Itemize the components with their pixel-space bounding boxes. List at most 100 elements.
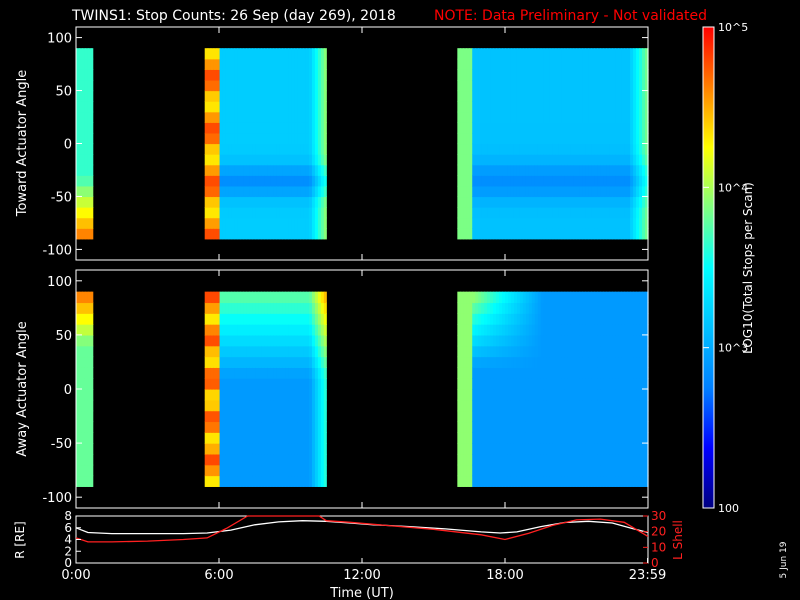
heatmap-cell [603, 345, 607, 358]
heatmap-cell [496, 443, 500, 455]
heatmap-cell [579, 475, 584, 487]
heatmap-cell [555, 69, 560, 81]
heatmap-cell [255, 48, 259, 60]
heatmap-cell [207, 101, 212, 113]
heatmap-cell [267, 58, 271, 70]
heatmap-cell [314, 421, 319, 433]
heatmap-cell [502, 464, 506, 477]
heatmap-cell [463, 228, 467, 240]
heatmap-cell [507, 90, 512, 102]
heatmap-cell [513, 90, 518, 102]
heatmap-cell [490, 175, 494, 187]
heatmap-cell [618, 207, 622, 219]
heatmap-cell [219, 185, 224, 198]
heatmap-cell [285, 196, 289, 208]
heatmap-cell [531, 464, 536, 477]
heatmap-cell [490, 453, 494, 466]
heatmap-cell [576, 475, 581, 487]
heatmap-cell [564, 410, 569, 423]
heatmap-cell [499, 101, 503, 113]
heatmap-cell [210, 217, 215, 229]
heatmap-cell [558, 196, 563, 208]
heatmap-cell [234, 196, 239, 208]
heatmap-cell [246, 367, 250, 379]
heatmap-cell [609, 378, 613, 390]
heatmap-cell [204, 185, 209, 198]
heatmap-cell [591, 101, 595, 113]
heatmap-cell [534, 164, 539, 176]
heatmap-cell [308, 164, 313, 176]
heatmap-cell [633, 154, 637, 166]
heatmap-cell [609, 410, 613, 423]
heatmap-cell [528, 90, 533, 102]
heatmap-cell [618, 378, 622, 390]
heatmap-cell [246, 185, 250, 198]
heatmap-cell [246, 207, 250, 219]
heatmap-cell [645, 69, 649, 81]
heatmap-cell [469, 410, 473, 423]
heatmap-cell [294, 389, 298, 401]
heatmap-cell [579, 313, 584, 325]
heatmap-cell [308, 334, 313, 347]
heatmap-cell [270, 313, 274, 325]
heatmap-cell [627, 79, 631, 92]
heatmap-cell [282, 432, 286, 444]
heatmap-cell [624, 302, 628, 314]
heatmap-cell [222, 324, 227, 336]
heatmap-cell [216, 69, 221, 81]
heatmap-cell [642, 367, 646, 379]
heatmap-cell [564, 58, 569, 70]
heatmap-cell [297, 421, 301, 433]
heatmap-cell [84, 389, 89, 401]
heatmap-cell [570, 164, 575, 176]
heatmap-cell [549, 356, 554, 368]
heatmap-cell [528, 443, 533, 455]
heatmap-cell [291, 356, 295, 368]
heatmap-cell [320, 399, 325, 412]
heatmap-cell [305, 90, 310, 102]
heatmap-cell [507, 389, 512, 401]
heatmap-cell [597, 132, 601, 145]
heatmap-cell [231, 90, 236, 102]
heatmap-cell [499, 58, 503, 70]
heatmap-cell [314, 464, 319, 477]
heatmap-cell [576, 345, 581, 358]
heatmap-cell [207, 389, 212, 401]
heatmap-cell [624, 410, 628, 423]
heatmap-cell [291, 399, 295, 412]
heatmap-cell [279, 58, 283, 70]
heatmap-cell [243, 175, 248, 187]
heatmap-cell [558, 79, 563, 92]
heatmap-cell [78, 389, 83, 401]
heatmap-cell [225, 367, 230, 379]
heatmap-cell [225, 122, 230, 134]
heatmap-cell [513, 453, 518, 466]
heatmap-cell [597, 207, 601, 219]
heatmap-cell [570, 185, 575, 198]
heatmap-cell [240, 399, 245, 412]
heatmap-cell [478, 291, 482, 304]
heatmap-cell [484, 217, 488, 229]
heatmap-cell [633, 432, 637, 444]
heatmap-cell [636, 122, 640, 134]
heatmap-cell [460, 228, 464, 240]
heatmap-cell [87, 443, 92, 455]
heatmap-cell [207, 154, 212, 166]
heatmap-cell [555, 334, 560, 347]
heatmap-cell [531, 356, 536, 368]
heatmap-cell [252, 367, 256, 379]
heatmap-cell [525, 345, 530, 358]
heatmap-cell [311, 196, 316, 208]
heatmap-cell [540, 90, 545, 102]
heatmap-cell [573, 464, 578, 477]
heatmap-cell [207, 453, 212, 466]
heatmap-cell [243, 69, 248, 81]
heatmap-cell [496, 185, 500, 198]
heatmap-cell [294, 122, 298, 134]
heatmap-cell [510, 464, 515, 477]
heatmap-cell [579, 154, 584, 166]
heatmap-cell [87, 389, 92, 401]
heatmap-cell [516, 324, 521, 336]
heatmap-cell [219, 399, 224, 412]
y-tick-label: 0 [64, 383, 72, 398]
